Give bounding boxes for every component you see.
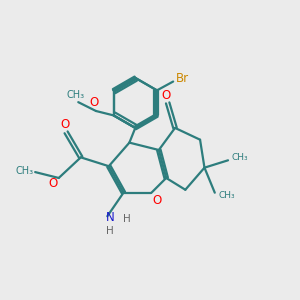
Text: O: O (48, 177, 58, 190)
Text: CH₃: CH₃ (218, 191, 235, 200)
Text: O: O (90, 96, 99, 109)
Text: Br: Br (176, 72, 188, 85)
Text: O: O (60, 118, 69, 131)
Text: H: H (123, 214, 130, 224)
Text: CH₃: CH₃ (232, 153, 248, 162)
Text: O: O (153, 194, 162, 207)
Text: O: O (162, 89, 171, 102)
Text: CH₃: CH₃ (16, 166, 34, 176)
Text: N: N (106, 211, 115, 224)
Text: H: H (106, 226, 114, 236)
Text: CH₃: CH₃ (66, 90, 84, 100)
